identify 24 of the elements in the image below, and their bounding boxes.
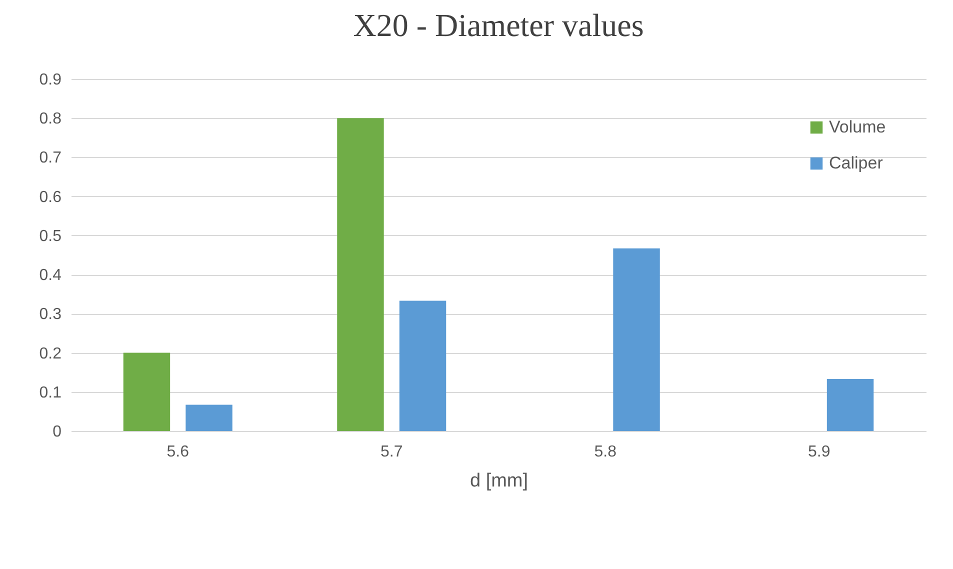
chart-title: X20 - Diameter values	[353, 7, 644, 43]
legend-label: Caliper	[829, 154, 884, 172]
bar	[123, 352, 170, 431]
y-tick-label: 0.3	[39, 306, 62, 324]
bar	[399, 300, 446, 431]
legend-label: Volume	[829, 118, 886, 136]
bar	[337, 118, 384, 431]
x-tick-label: 5.9	[808, 444, 830, 460]
y-tick-label: 0.8	[39, 110, 62, 128]
y-tick-label: 0.2	[39, 345, 62, 362]
y-tick-label: 0.9	[39, 72, 62, 88]
y-tick-label: 0.5	[39, 228, 62, 245]
bar	[826, 378, 874, 431]
y-tick-label: 0.7	[39, 150, 62, 167]
bar	[613, 248, 660, 431]
y-tick-label: 0.4	[39, 267, 62, 284]
bar	[186, 404, 232, 431]
y-tick-label: 0	[52, 424, 62, 440]
x-tick-label: 5.6	[166, 444, 190, 460]
x-tick-label: 5.7	[380, 444, 403, 460]
x-axis-title: d [mm]	[470, 470, 528, 492]
y-tick-label: 0.1	[39, 384, 62, 402]
x-tick-label: 5.8	[594, 444, 617, 460]
y-tick-label: 0.6	[39, 188, 62, 206]
